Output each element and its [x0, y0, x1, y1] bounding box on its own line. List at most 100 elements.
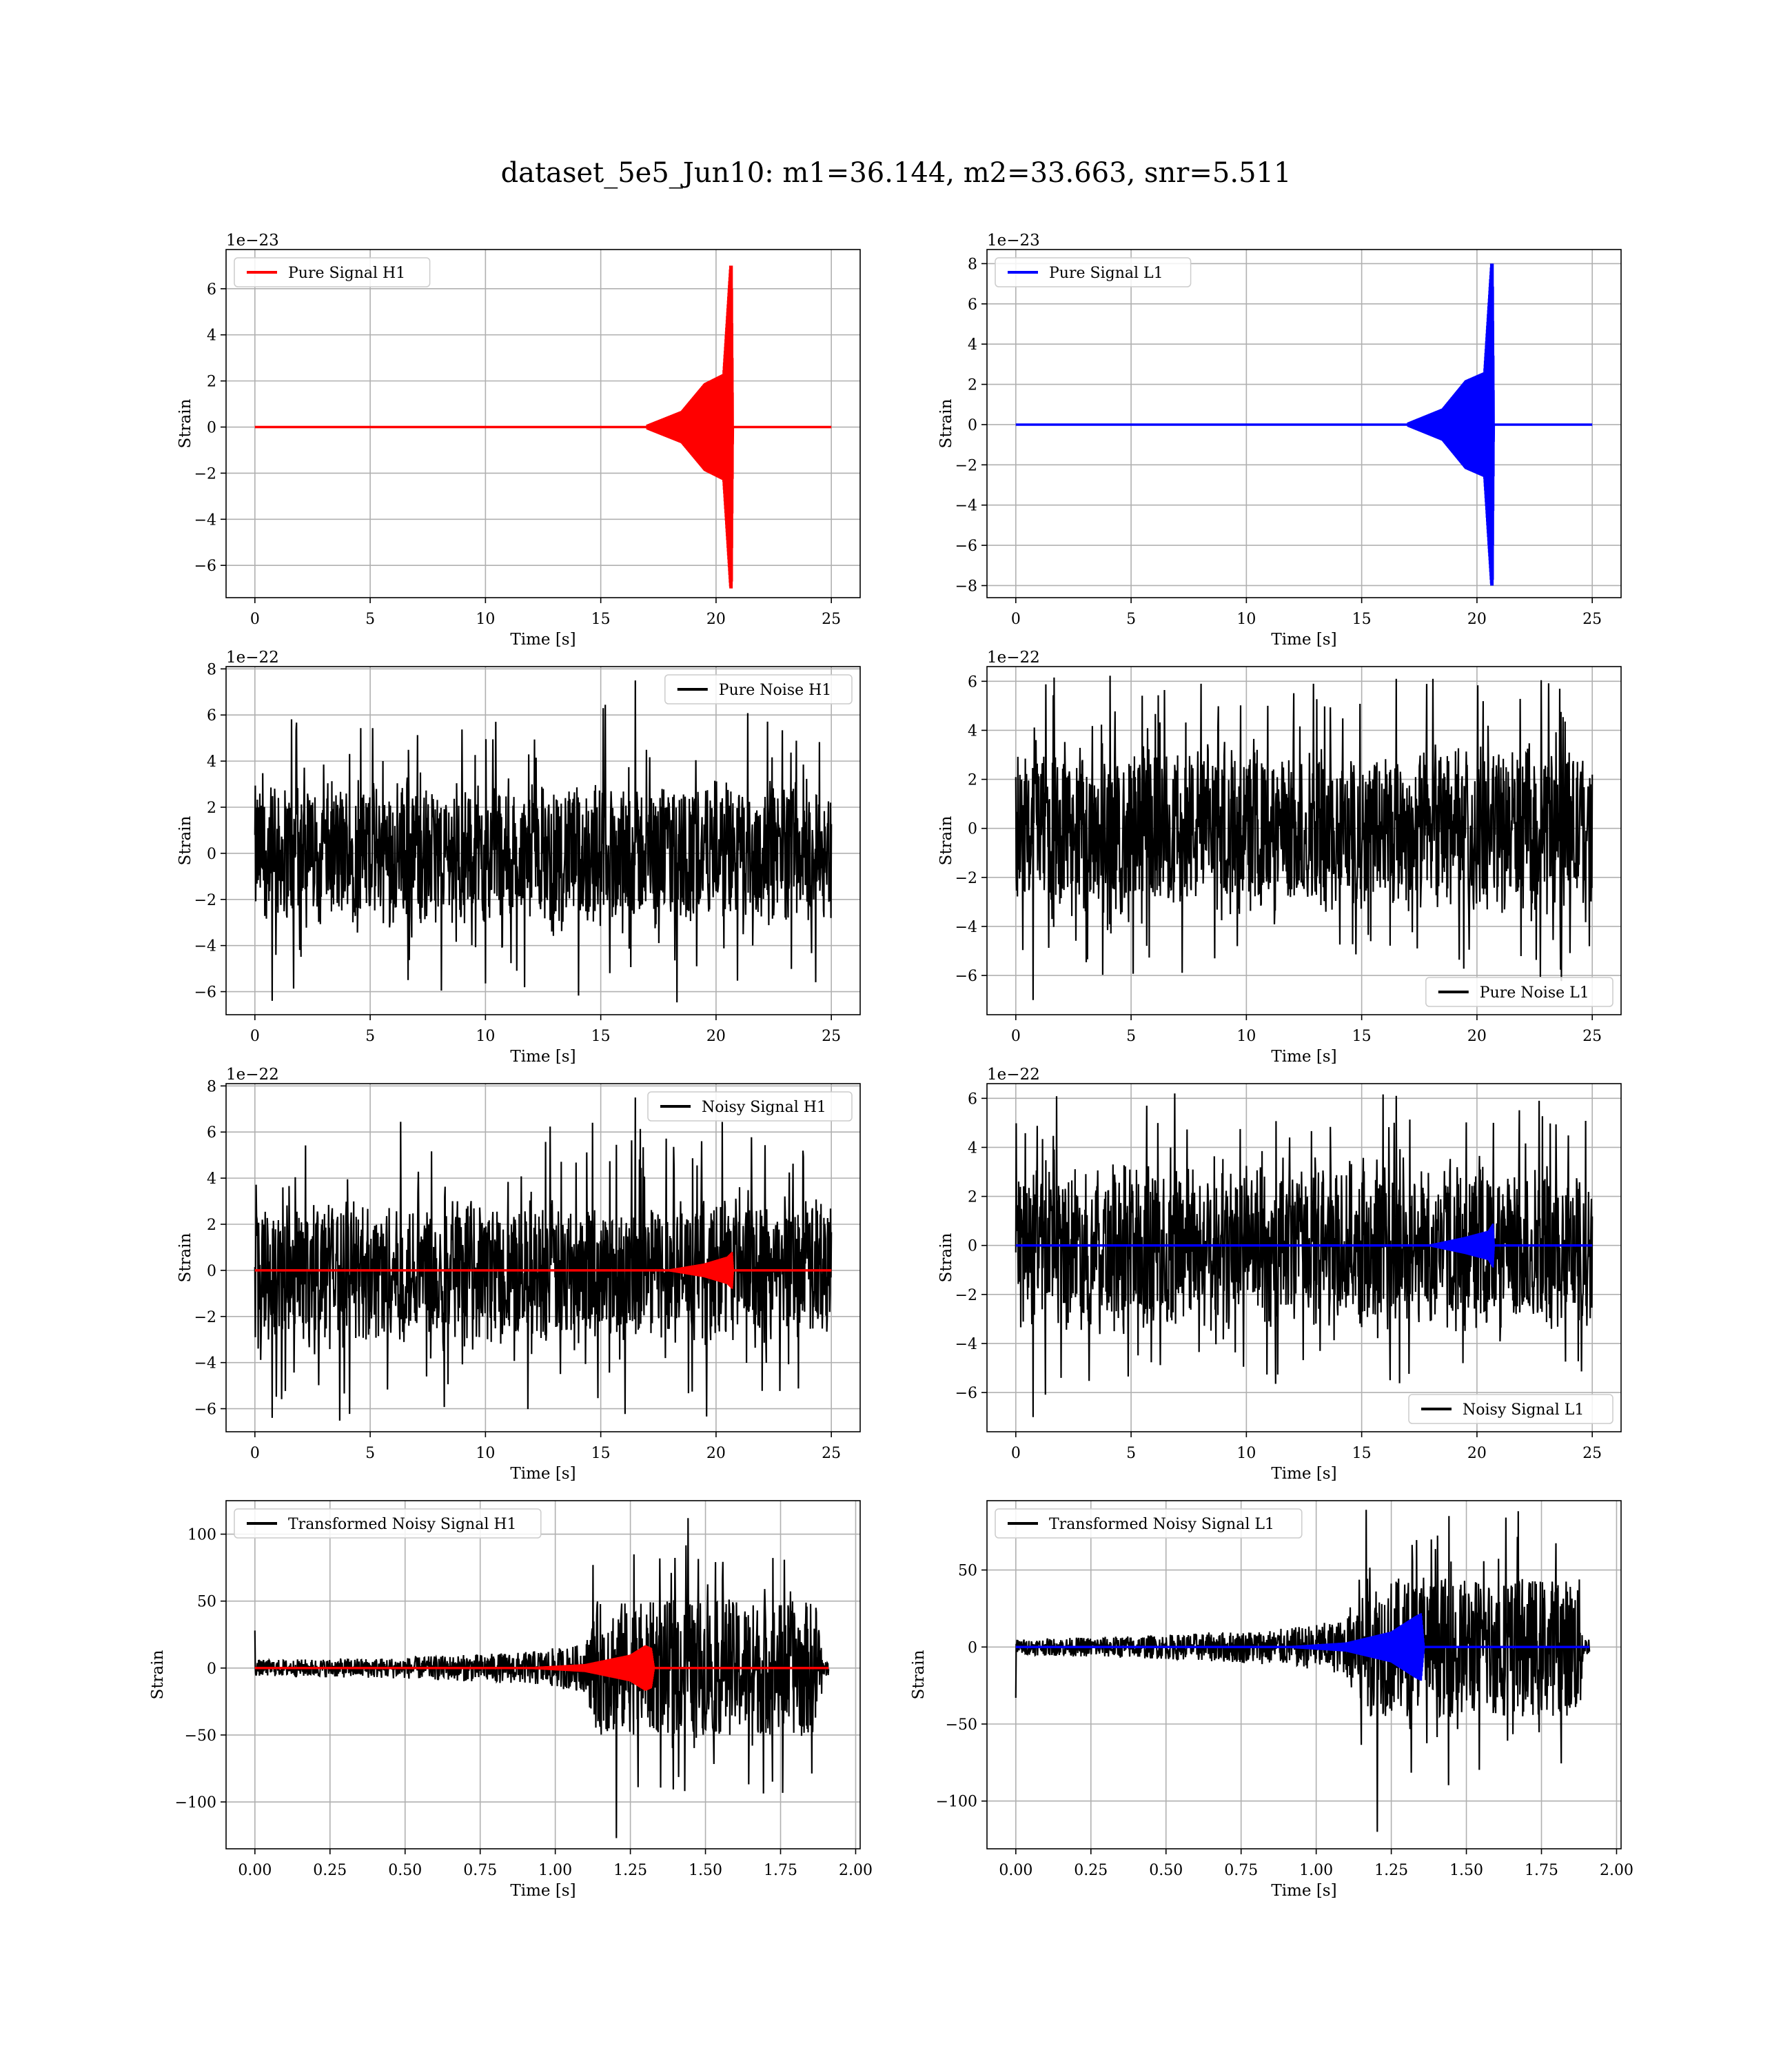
y-tick-label: −50: [946, 1716, 977, 1734]
x-axis-label: Time [s]: [510, 631, 576, 649]
x-tick-label: 2.00: [1600, 1862, 1633, 1879]
y-axis-label: Strain: [937, 815, 955, 865]
y-axis-label: Strain: [910, 1650, 928, 1699]
legend: Pure Noise H1: [664, 674, 853, 704]
x-axis-label: Time [s]: [1271, 1465, 1336, 1483]
x-tick-label: 15: [591, 1445, 611, 1462]
y-tick-label: 4: [968, 1139, 977, 1157]
series-line-chirp: [1285, 1613, 1425, 1681]
chart-noisy-signal-l1: 0 5 10 15 20 25 −6 −4 −2 0 2 4 6 Time [s] Strain 1e−22 N…: [937, 1066, 1622, 1483]
y-tick-label: 0: [968, 417, 977, 434]
y-tick-label: −100: [936, 1794, 977, 1811]
x-tick-label: 5: [365, 1028, 375, 1045]
legend-box: [1425, 977, 1613, 1007]
x-tick-label: 0: [1011, 1028, 1021, 1045]
chart-transformed-noisy-signal-l1: 0.00 0.25 0.50 0.75 1.00 1.25 1.50 1.75 2.00 −100…: [910, 1500, 1633, 1900]
y-tick-label: 4: [207, 753, 216, 771]
x-axis-label: Time [s]: [1271, 1882, 1336, 1900]
legend-label: Transformed Noisy Signal L1: [1049, 1516, 1274, 1533]
chart-pure-noise-l1: 0 5 10 15 20 25 −6 −4 −2 0 2 4 6 Time [s] Strain 1e−22 P…: [937, 649, 1622, 1066]
y-tick-label: −6: [955, 968, 977, 985]
y-tick-label: 2: [968, 377, 977, 394]
x-tick-label: 1.25: [613, 1862, 647, 1879]
y-tick-label: −6: [194, 984, 216, 1002]
legend-box: [995, 1508, 1303, 1539]
x-axis-label: Time [s]: [1271, 1048, 1336, 1066]
y-tick-label: 0: [207, 1263, 216, 1280]
y-tick-label: 4: [207, 327, 216, 345]
y-tick-label: 6: [968, 673, 977, 691]
x-tick-label: 25: [1582, 1445, 1602, 1462]
x-tick-label: 0.75: [463, 1862, 497, 1879]
axis-offset-text: 1e−22: [226, 1066, 279, 1084]
x-tick-label: 10: [476, 1445, 495, 1462]
x-tick-label: 20: [706, 611, 726, 628]
y-tick-label: 6: [968, 296, 977, 314]
x-tick-label: 1.25: [1374, 1862, 1408, 1879]
chart-pure-signal-h1: 0 5 10 15 20 25 −6 −4 −2 0 2 4 6 Time [s] Strain 1e−23 P…: [176, 232, 861, 649]
y-tick-label: 2: [968, 1189, 977, 1206]
axes-frame: [986, 1500, 1622, 1849]
x-tick-label: 1.75: [1525, 1862, 1558, 1879]
x-tick-label: 25: [1582, 1028, 1602, 1045]
x-tick-label: 25: [822, 1445, 841, 1462]
axis-offset-text: 1e−23: [987, 232, 1040, 250]
y-tick-label: −4: [194, 511, 216, 529]
legend: Pure Noise L1: [1425, 977, 1613, 1007]
series-line-chirp: [1407, 263, 1496, 586]
y-tick-label: 2: [968, 772, 977, 789]
axes-frame: [225, 1500, 861, 1849]
x-tick-label: 25: [822, 611, 841, 628]
x-tick-label: 5: [1126, 1445, 1136, 1462]
chart-transformed-noisy-signal-h1: 0.00 0.25 0.50 0.75 1.00 1.25 1.50 1.75 2.00 −100…: [149, 1500, 873, 1900]
legend-box: [234, 1508, 542, 1539]
x-axis-label: Time [s]: [510, 1465, 576, 1483]
y-tick-label: −6: [194, 558, 216, 575]
x-tick-label: 5: [365, 1445, 375, 1462]
legend-label: Noisy Signal H1: [702, 1099, 826, 1116]
x-tick-label: 5: [1126, 611, 1136, 628]
y-tick-label: 8: [207, 1078, 216, 1095]
y-tick-label: −4: [194, 1355, 216, 1372]
x-tick-label: 0.00: [999, 1862, 1032, 1879]
x-tick-label: 0: [1011, 611, 1021, 628]
legend-label: Pure Signal L1: [1049, 265, 1163, 282]
legend-box: [664, 674, 853, 704]
legend: Pure Signal H1: [234, 257, 431, 287]
y-tick-label: 0: [207, 846, 216, 863]
series-line-chirp: [1429, 1223, 1496, 1268]
x-tick-label: 0.75: [1224, 1862, 1258, 1879]
y-tick-label: −2: [194, 1309, 216, 1326]
y-axis-label: Strain: [176, 815, 194, 865]
x-axis-label: Time [s]: [1271, 631, 1336, 649]
y-axis-label: Strain: [937, 398, 955, 448]
figure-title: dataset_5e5_Jun10: m1=36.144, m2=33.663,…: [500, 157, 1292, 189]
y-tick-label: −2: [194, 892, 216, 909]
series-line-transformed-noise: [254, 1518, 830, 1838]
legend-box: [647, 1091, 853, 1122]
legend-label: Pure Signal H1: [288, 265, 405, 282]
y-tick-label: 2: [207, 374, 216, 391]
y-tick-label: −4: [955, 498, 977, 515]
y-tick-label: 0: [207, 1661, 216, 1678]
x-tick-label: 15: [591, 611, 611, 628]
y-tick-label: −50: [185, 1727, 216, 1745]
x-tick-label: 5: [365, 611, 375, 628]
axes-frame: [225, 249, 861, 598]
y-tick-label: −2: [955, 870, 977, 887]
chart-pure-signal-l1: 0 5 10 15 20 25 −8 −6 −4 −2 0 2 4 6 8 Time [s] Strain 1e−…: [937, 232, 1622, 649]
chart-pure-noise-h1: 0 5 10 15 20 25 −6 −4 −2 0 2 4 6 8 Time [s] Strain 1e−22…: [176, 649, 861, 1066]
legend-label: Transformed Noisy Signal H1: [288, 1516, 517, 1533]
x-tick-label: 25: [822, 1028, 841, 1045]
y-tick-label: 0: [968, 821, 977, 838]
x-tick-label: 1.00: [1299, 1862, 1333, 1879]
series-line-noise: [1015, 1093, 1594, 1417]
y-tick-label: 2: [207, 1217, 216, 1234]
y-tick-label: 6: [968, 1091, 977, 1108]
y-tick-label: −100: [175, 1794, 216, 1812]
series-line-noise: [254, 1097, 833, 1421]
chart-noisy-signal-h1: 0 5 10 15 20 25 −6 −4 −2 0 2 4 6 8 Time [s] Strain 1e−22…: [176, 1066, 861, 1483]
y-tick-label: 0: [968, 1639, 977, 1656]
x-tick-label: 0: [1011, 1445, 1021, 1462]
x-axis-label: Time [s]: [510, 1048, 576, 1066]
